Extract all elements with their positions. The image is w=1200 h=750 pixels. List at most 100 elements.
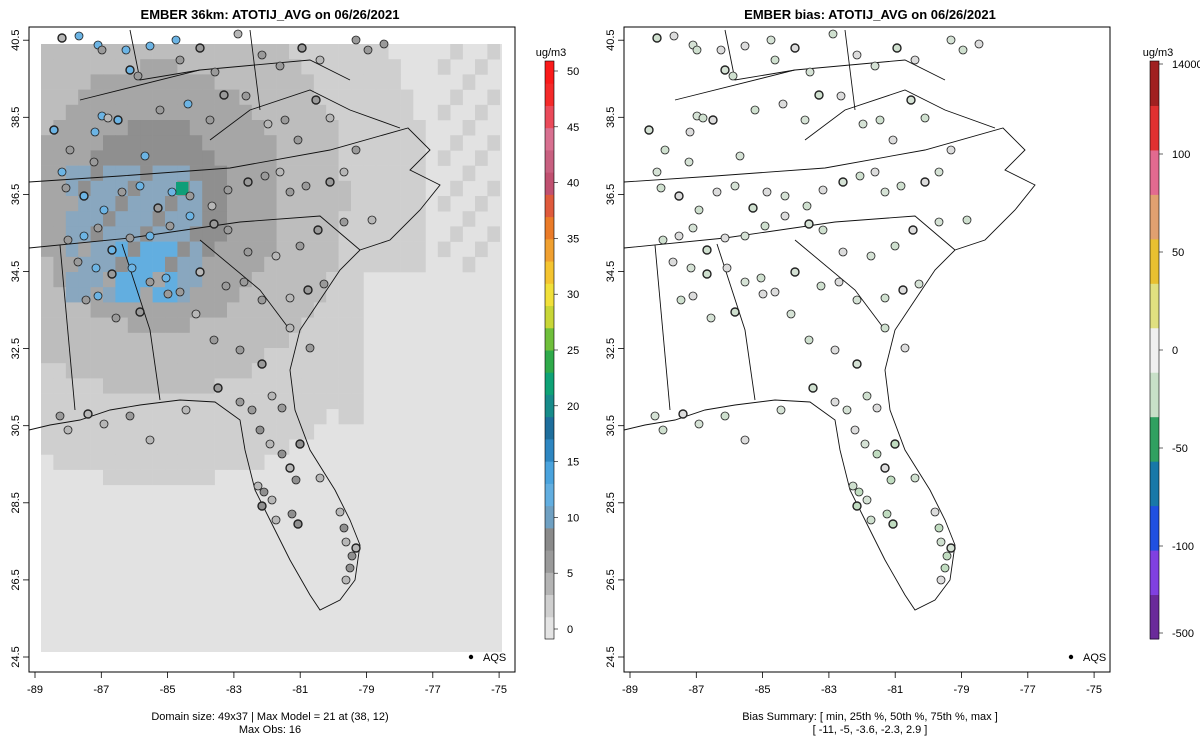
model-grid-cell [462, 256, 476, 273]
bias-site-marker [906, 95, 916, 105]
model-grid-cell [152, 287, 166, 303]
bias-site-marker [936, 575, 946, 585]
site-marker [145, 41, 155, 51]
model-grid-cell [140, 378, 153, 394]
model-grid-cell [388, 104, 401, 121]
model-grid-cell [214, 135, 228, 151]
model-grid-cell [338, 348, 352, 364]
model-grid-cell [65, 332, 79, 349]
model-grid-cell [351, 287, 364, 303]
right-y-tick-label: 40.5 [605, 29, 617, 50]
left-colorbar-tick-label: 10 [567, 512, 579, 524]
model-grid-cell [351, 74, 364, 90]
site-marker [185, 211, 195, 221]
model-grid-cell [41, 59, 54, 75]
site-marker [175, 287, 185, 297]
left-footer-2: Max Obs: 16 [239, 724, 301, 736]
model-grid-cell [189, 348, 203, 364]
model-grid-cell [78, 89, 91, 106]
bias-site-marker [720, 411, 730, 421]
coastline-right [623, 127, 1036, 611]
model-grid-cell [214, 44, 228, 60]
model-grid-cell [313, 348, 327, 364]
model-grid-cell [388, 89, 401, 106]
model-grid-cell [326, 393, 339, 410]
model-grid-cell [313, 196, 327, 212]
site-marker [107, 245, 117, 255]
bias-site-marker [862, 391, 872, 401]
model-grid-cell [338, 44, 352, 60]
right-x-tick-label: -87 [688, 684, 704, 696]
right-x-tick-label: -89 [622, 684, 638, 696]
model-grid-cell [53, 424, 67, 440]
site-marker [297, 43, 307, 53]
bias-site-marker [688, 223, 698, 233]
model-grid-cell [152, 256, 166, 273]
left-x-tick-label: -83 [226, 684, 242, 696]
model-grid-cell [313, 256, 327, 273]
bias-site-marker [716, 45, 726, 55]
model-grid-cell [127, 241, 141, 258]
bias-site-marker [722, 263, 732, 273]
model-grid-cell [239, 211, 253, 227]
site-marker [259, 487, 269, 497]
model-grid-cell [90, 363, 104, 379]
site-marker [145, 435, 155, 445]
left-x-tick-label: -79 [359, 684, 375, 696]
right-axes: -89 -87 -85 -83 -81 -79 -77 -75 24.5 26.5 28.5 30.5… [605, 29, 1102, 696]
model-grid-cell [127, 378, 141, 394]
model-grid-cell [363, 104, 377, 121]
site-marker [65, 145, 75, 155]
model-grid-cell [189, 89, 203, 106]
model-grid-cell [462, 165, 476, 182]
model-grid-cell [301, 393, 315, 410]
model-grid-cell [351, 44, 364, 60]
model-grid-cell [400, 226, 414, 242]
site-marker [247, 405, 257, 415]
model-grid-cell [289, 332, 302, 349]
bias-site-marker [872, 403, 882, 413]
bias-site-marker [860, 439, 870, 449]
model-grid-cell [90, 317, 104, 334]
model-grid-cell [351, 272, 364, 288]
model-grid-cell [338, 196, 352, 212]
site-marker [363, 45, 373, 55]
model-grid-cell [301, 408, 315, 425]
bias-site-marker [940, 563, 950, 573]
model-grid-cell [53, 439, 67, 455]
model-grid-cell [487, 44, 501, 60]
model-grid-cell [140, 348, 153, 364]
model-grid-cell [202, 241, 215, 258]
site-marker [221, 281, 231, 291]
left-colorbar-swatch [545, 616, 554, 640]
model-grid-cell [313, 135, 327, 151]
model-grid-cell [202, 317, 215, 334]
site-marker [49, 125, 59, 135]
site-marker [55, 411, 65, 421]
model-grid-cell [437, 196, 451, 212]
model-grid-cell [177, 393, 191, 410]
model-grid-cell [227, 74, 240, 90]
left-colorbar-tick-label: 30 [567, 289, 579, 301]
model-grid-cell [202, 165, 215, 182]
model-grid-cell [115, 226, 129, 242]
in-oh-border-right [724, 29, 796, 81]
bias-site-marker [760, 221, 770, 231]
site-marker [339, 167, 349, 177]
right-y-tick-label: 26.5 [605, 569, 617, 590]
left-x-tick-label: -75 [491, 684, 507, 696]
model-grid-cell [400, 196, 414, 212]
model-grid-cell [177, 378, 191, 394]
model-grid-cell [326, 241, 339, 258]
model-grid-cell [152, 89, 166, 106]
model-grid-cell [214, 104, 228, 121]
model-grid-cell [140, 211, 153, 227]
model-grid-cell [115, 378, 129, 394]
bias-site-marker [934, 167, 944, 177]
model-grid-cell [177, 454, 191, 470]
model-grid-cell [90, 332, 104, 349]
left-x-tick-label: -89 [27, 684, 43, 696]
left-colorbar-tick-label: 5 [567, 568, 573, 580]
model-grid-cell [152, 469, 166, 486]
model-grid-cell [276, 378, 290, 394]
